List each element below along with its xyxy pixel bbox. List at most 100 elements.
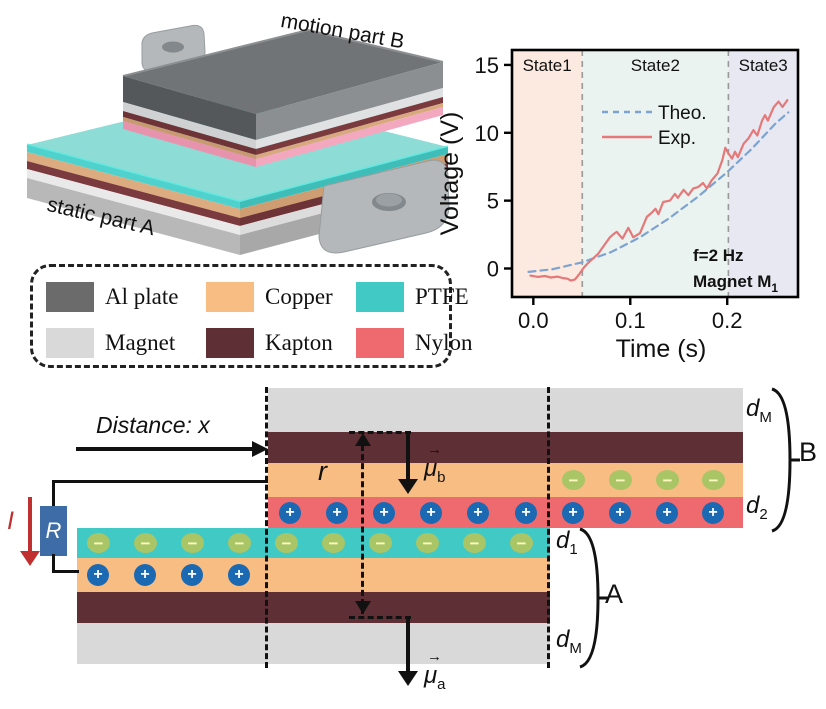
mu-b-label: μ → b [424,441,446,486]
circuit-wire-riser-top [52,480,55,510]
part-a-bracket [579,527,608,669]
a-magnet-layer [77,623,550,664]
x-axis-title: Time (s) [616,335,707,363]
plus-charge: + [467,502,489,524]
part-b-label: B [799,437,818,467]
al-plate-swatch [46,281,94,312]
r-arrow-head-up [355,433,371,446]
y-axis-title: Voltage (V) [440,112,464,236]
plus-charge: + [181,564,203,586]
plus-charge: + [326,502,348,524]
minus-charge: − [416,533,439,553]
y-tick-label: 15 [475,53,499,78]
plus-charge: + [87,564,109,586]
minus-charge: − [656,470,679,490]
magnet-label: Magnet [105,330,176,355]
r-marker-top-edge [349,431,411,434]
legend-item-nylon: Nylon [356,327,473,358]
resistor-box: R [40,506,67,556]
d-m-bottom-label: dM [556,626,582,657]
plus-charge: + [134,564,156,586]
minus-charge: − [322,533,345,553]
materials-legend: Al plate Copper PTFE Magnet Kapton Nylon [30,264,473,368]
circuit-wire-bottom [52,570,79,573]
d-2-label: d2 [746,492,768,523]
y-tick-label: 0 [487,257,499,282]
legend-label: Exp. [658,128,696,149]
region-state2 [582,50,729,297]
minus-charge: − [228,533,251,553]
mu-a-arrow-head [398,671,418,686]
current-arrow-head [20,551,40,566]
legend-item-ptfe: PTFE [356,281,473,312]
minus-charge: − [275,533,298,553]
al-plate-label: Al plate [105,284,179,309]
kapton-swatch [206,327,254,358]
minus-charge: − [463,533,486,553]
r-arrow-head-down [355,601,371,614]
legend-item-al-plate: Al plate [46,281,206,312]
plus-charge: + [702,502,724,524]
y-tick-label: 5 [487,189,499,214]
series-exp [529,99,789,282]
distance-arrow-shaft [76,447,254,451]
plus-charge: + [562,502,584,524]
resistor-label: R [45,518,62,543]
r-double-arrow-line [361,436,364,614]
mu-b-arrow-shaft [406,433,410,481]
plus-charge: + [420,502,442,524]
mu-b-arrow-head [398,479,418,494]
state-label: State1 [523,56,572,75]
distance-arrow-head [252,441,268,457]
plus-charge: + [228,564,250,586]
voltage-time-chart: State1 State2 State3 0 5 10 15 0.0 0.1 0.2 Theo. Ex… [436,15,826,370]
x-tick-label: 0.2 [712,308,743,333]
distance-x-label: Distance: x [96,412,210,438]
magnet-swatch [46,327,94,358]
b-kapton-layer [268,432,743,463]
overlap-boundary-right-dashed-line [547,387,550,668]
plus-charge: + [373,502,395,524]
plus-charge: + [656,502,678,524]
minus-charge: − [87,533,110,553]
state-label: State3 [739,56,788,75]
d-1-label: d1 [556,527,578,558]
chart-annotation: Magnet M1 [693,272,778,295]
device-3d-render [26,24,450,255]
d-m-top-label: dM [746,395,772,426]
minus-charge: − [562,470,585,490]
overlap-boundary-left-dashed-line [265,387,268,668]
state-label: State2 [631,56,680,75]
minus-charge: − [181,533,204,553]
current-label: I [7,507,14,535]
vector-arrow-icon: → [427,648,442,665]
ptfe-label: PTFE [415,284,469,309]
nylon-swatch [356,327,404,358]
b-top-al-face [123,30,443,114]
circuit-wire-riser-bottom [52,554,55,573]
b-magnet-layer [268,388,743,432]
y-tick-label: 10 [475,121,499,146]
mu-a-arrow-shaft [406,617,410,673]
region-state3 [728,50,798,297]
legend-item-copper: Copper [206,281,356,312]
copper-swatch [206,281,254,312]
ptfe-swatch [356,281,404,312]
mu-a-label: μ → a [424,648,446,693]
b-tab-hole [162,41,184,53]
part-a-label: A [605,579,624,609]
legend-item-magnet: Magnet [46,327,206,358]
minus-charge: − [609,470,632,490]
current-arrow-shaft [28,497,32,553]
x-tick-label: 0.1 [615,308,646,333]
minus-charge: − [510,533,533,553]
plus-charge: + [515,502,537,524]
minus-charge: − [369,533,392,553]
minus-charge: − [702,470,725,490]
a-kapton-layer [77,592,550,623]
series-theo [527,111,790,273]
nylon-label: Nylon [415,330,473,355]
legend-label: Theo. [658,103,707,124]
chart-annotation: f=2 Hz [693,246,744,265]
